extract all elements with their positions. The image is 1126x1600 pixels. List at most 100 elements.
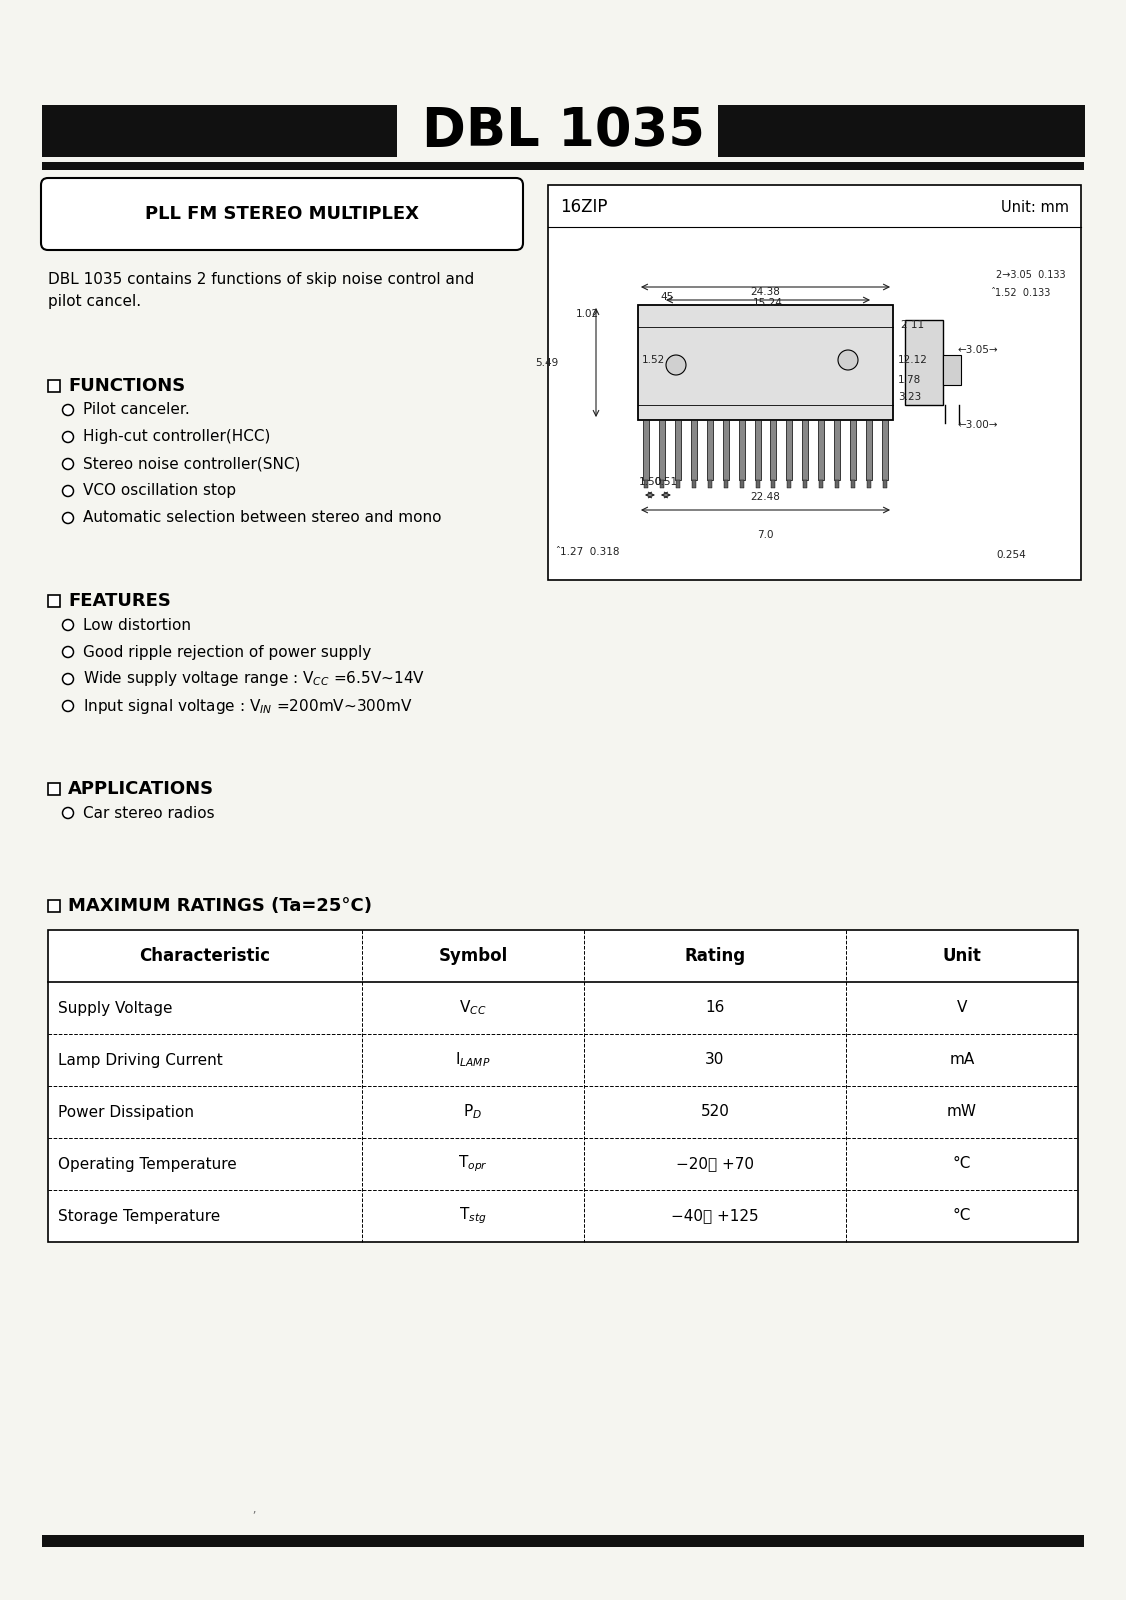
Text: Low distortion: Low distortion [83,618,191,632]
Text: Car stereo radios: Car stereo radios [83,805,215,821]
Bar [905,320,942,405]
Text: V: V [957,1000,967,1016]
Text: ←3.00→: ←3.00→ [958,419,999,430]
Text: APPLICATIONS: APPLICATIONS [68,781,214,798]
Bar [803,480,807,488]
Text: MAXIMUM RATINGS (Ta=25°C): MAXIMUM RATINGS (Ta=25°C) [68,898,372,915]
Bar [739,419,744,480]
Circle shape [63,646,73,658]
Text: Lamp Driving Current: Lamp Driving Current [59,1053,223,1067]
FancyBboxPatch shape [41,178,522,250]
Circle shape [665,355,686,374]
Text: 12.12: 12.12 [899,355,928,365]
Text: 30: 30 [705,1053,725,1067]
Text: pilot cancel.: pilot cancel. [48,294,141,309]
Bar [718,106,1085,157]
Bar [803,419,808,480]
Bar [723,419,729,480]
Circle shape [63,674,73,685]
Text: 1.02: 1.02 [577,309,599,318]
Text: ̂1.27  0.318: ̂1.27 0.318 [560,547,619,557]
Text: 45: 45 [660,291,673,302]
Bar [690,419,697,480]
Text: PLL FM STEREO MULTIPLEX: PLL FM STEREO MULTIPLEX [145,205,419,222]
Bar [770,419,777,480]
Bar [866,419,873,480]
Text: FEATURES: FEATURES [68,592,171,610]
Text: Input signal voltage : V$_{IN}$ =200mV~300mV: Input signal voltage : V$_{IN}$ =200mV~3… [83,696,412,715]
Bar [834,419,840,480]
Text: Stereo noise controller(SNC): Stereo noise controller(SNC) [83,456,301,472]
Circle shape [63,432,73,443]
Text: 2→3.05  0.133: 2→3.05 0.133 [997,270,1065,280]
Bar [42,106,397,157]
Circle shape [63,512,73,523]
Text: Unit: Unit [942,947,982,965]
Circle shape [63,405,73,416]
Circle shape [63,808,73,819]
Bar [48,379,60,392]
Text: °C: °C [953,1208,972,1224]
Circle shape [63,701,73,712]
Text: VCO oscillation stop: VCO oscillation stop [83,483,236,499]
Text: Supply Voltage: Supply Voltage [59,1000,172,1016]
Text: 7.0: 7.0 [758,530,774,541]
Text: High-cut controller(HCC): High-cut controller(HCC) [83,429,270,445]
Text: FUNCTIONS: FUNCTIONS [68,378,186,395]
Bar [850,419,856,480]
Bar [48,595,60,606]
Text: 1.78: 1.78 [899,374,921,386]
Bar [942,355,960,386]
Circle shape [63,485,73,496]
Bar [820,480,823,488]
Text: Operating Temperature: Operating Temperature [59,1157,236,1171]
Circle shape [63,619,73,630]
Bar [42,1534,1084,1547]
Bar [691,480,696,488]
Text: mA: mA [949,1053,975,1067]
Text: 520: 520 [700,1104,730,1120]
Bar [708,480,712,488]
Bar [883,480,887,488]
Text: Symbol: Symbol [438,947,508,965]
Bar [851,480,855,488]
Bar [643,419,649,480]
Bar [48,899,60,912]
Bar [786,419,793,480]
Text: Pilot canceler.: Pilot canceler. [83,403,190,418]
Bar [819,419,824,480]
Circle shape [838,350,858,370]
Text: mW: mW [947,1104,977,1120]
Text: ̂1.52  0.133: ̂1.52 0.133 [997,288,1052,298]
Text: 24.38: 24.38 [751,286,780,298]
Text: −20～ +70: −20～ +70 [676,1157,754,1171]
Text: I$_{LAMP}$: I$_{LAMP}$ [455,1051,491,1069]
Text: 22.48: 22.48 [751,493,780,502]
Bar [644,480,647,488]
Text: 2 11: 2 11 [901,320,924,330]
Bar [48,930,1078,1242]
Text: Power Dissipation: Power Dissipation [59,1104,194,1120]
Bar [42,162,1084,170]
Bar [754,419,760,480]
Text: V$_{CC}$: V$_{CC}$ [459,998,486,1018]
Bar [771,480,776,488]
Bar [724,480,727,488]
Text: 15.24: 15.24 [753,298,783,307]
Bar [659,419,665,480]
Bar [548,186,1081,579]
Text: 1.52: 1.52 [642,355,665,365]
Bar [867,480,872,488]
Bar [740,480,743,488]
Circle shape [63,459,73,469]
Bar [676,480,680,488]
Text: Good ripple rejection of power supply: Good ripple rejection of power supply [83,645,372,659]
Text: 5.49: 5.49 [535,357,558,368]
Text: 0.51: 0.51 [654,477,678,486]
Bar [707,419,713,480]
Text: ’: ’ [240,1510,257,1523]
Bar [756,480,760,488]
Bar [835,480,839,488]
Text: Unit: mm: Unit: mm [1001,200,1069,214]
Text: −40～ +125: −40～ +125 [671,1208,759,1224]
